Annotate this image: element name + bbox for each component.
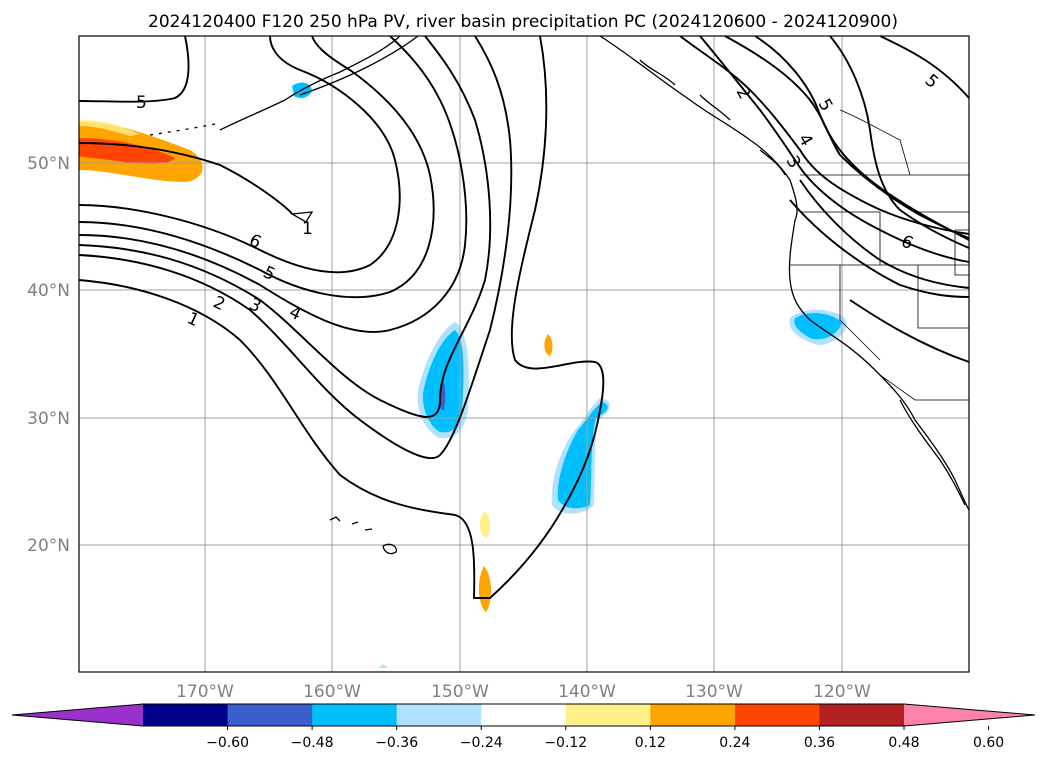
cool-anomaly-bottom: [378, 664, 388, 668]
warm-anomaly-small-1: [544, 334, 553, 356]
longitude-labels: 170°W 160°W 150°W 140°W 130°W 120°W: [176, 682, 871, 702]
us-west-coast: [788, 219, 970, 511]
colorbar-bin: [650, 704, 736, 726]
contour-6-left: [78, 35, 401, 274]
colorbar-tick-label: −0.36: [375, 735, 418, 751]
bc-coast: [599, 35, 798, 221]
colorbar-bin: [481, 704, 567, 726]
lon-label-170w: 170°W: [176, 682, 234, 702]
colorbar-tick-label: 0.48: [888, 735, 919, 751]
colorbar-bin: [396, 704, 482, 726]
gridlines: [79, 36, 969, 672]
colorbar-tick-label: 0.36: [804, 735, 835, 751]
us-mexico-border: [879, 374, 969, 401]
figure-title: 2024120400 F120 250 hPa PV, river basin …: [148, 12, 898, 32]
colorbar-tick-label: −0.60: [206, 735, 249, 751]
contour-lower-right: [789, 179, 970, 298]
contour-bottom-right: [849, 299, 970, 363]
contour-4-left: [78, 35, 468, 333]
warm-anomaly-small-2: [479, 512, 491, 538]
lat-label-50n: 50°N: [27, 154, 70, 174]
baja-coast: [899, 399, 966, 506]
lon-label-130w: 130°W: [685, 682, 743, 702]
colorbar-tick-label: 0.12: [635, 735, 666, 751]
contour-5-topright: [879, 35, 970, 99]
colorbar: −0.60 −0.48 −0.36 −0.24 −0.12 0.12 0.24 0.36 0.4…: [11, 703, 1036, 751]
contour-3-left: [78, 35, 492, 418]
colorbar-bin: [734, 704, 820, 726]
map-frame: [78, 35, 970, 673]
contour-1: [78, 35, 605, 599]
colorbar-bin: [227, 704, 313, 726]
map-background: [79, 36, 969, 672]
contour-6-right: [829, 35, 970, 249]
contour-5-left: [78, 35, 435, 299]
colorbar-extend-low: [12, 704, 143, 726]
lat-label-30n: 30°N: [27, 409, 70, 429]
lon-label-140w: 140°W: [558, 682, 616, 702]
colorbar-outline: [11, 703, 1036, 727]
colorbar-bin: [565, 704, 651, 726]
bc-islands: [639, 59, 786, 176]
colorbar-bin: [819, 704, 905, 726]
hawaii-islands: [329, 516, 397, 555]
map-panel: 5 6 5 4 3 2 1 1 2 5 4 3 6 5: [78, 35, 970, 673]
colorbar-tick-label: −0.48: [291, 735, 334, 751]
cool-anomaly-central: [422, 330, 464, 433]
us-state-borders: [790, 211, 969, 361]
colorbar-tick-label: 0.24: [719, 735, 750, 751]
pv-contours: [78, 35, 970, 599]
colorbar-tick-label: 0.60: [973, 735, 1004, 751]
colorbar-extend-high: [904, 704, 1035, 726]
contour-3-right: [699, 35, 970, 263]
lat-label-40n: 40°N: [27, 281, 70, 301]
colorbar-tick-label: −0.12: [544, 735, 587, 751]
coastlines: [149, 35, 970, 555]
lon-label-150w: 150°W: [431, 682, 489, 702]
small-island: [289, 211, 314, 223]
contour-4-right: [754, 35, 970, 241]
lat-label-20n: 20°N: [27, 536, 70, 556]
colorbar-bin: [143, 704, 229, 726]
contour-label: 1: [302, 219, 313, 239]
alaska-peninsula-coast: [219, 35, 401, 131]
contour-2-left: [78, 35, 513, 460]
lon-label-160w: 160°W: [303, 682, 361, 702]
contour-5-top: [78, 35, 190, 103]
alaska-peninsula-coast-inner: [299, 35, 419, 96]
contour-label: 5: [136, 93, 147, 113]
latitude-labels: 50°N 40°N 30°N 20°N: [27, 154, 70, 556]
warm-anomaly-small-3: [478, 566, 492, 612]
colorbar-bin: [312, 704, 398, 726]
cool-anomaly-southeast: [557, 402, 608, 509]
colorbar-tick-label: −0.24: [460, 735, 503, 751]
warm-anomaly-northwest-edge: [79, 119, 140, 136]
lon-label-120w: 120°W: [813, 682, 871, 702]
